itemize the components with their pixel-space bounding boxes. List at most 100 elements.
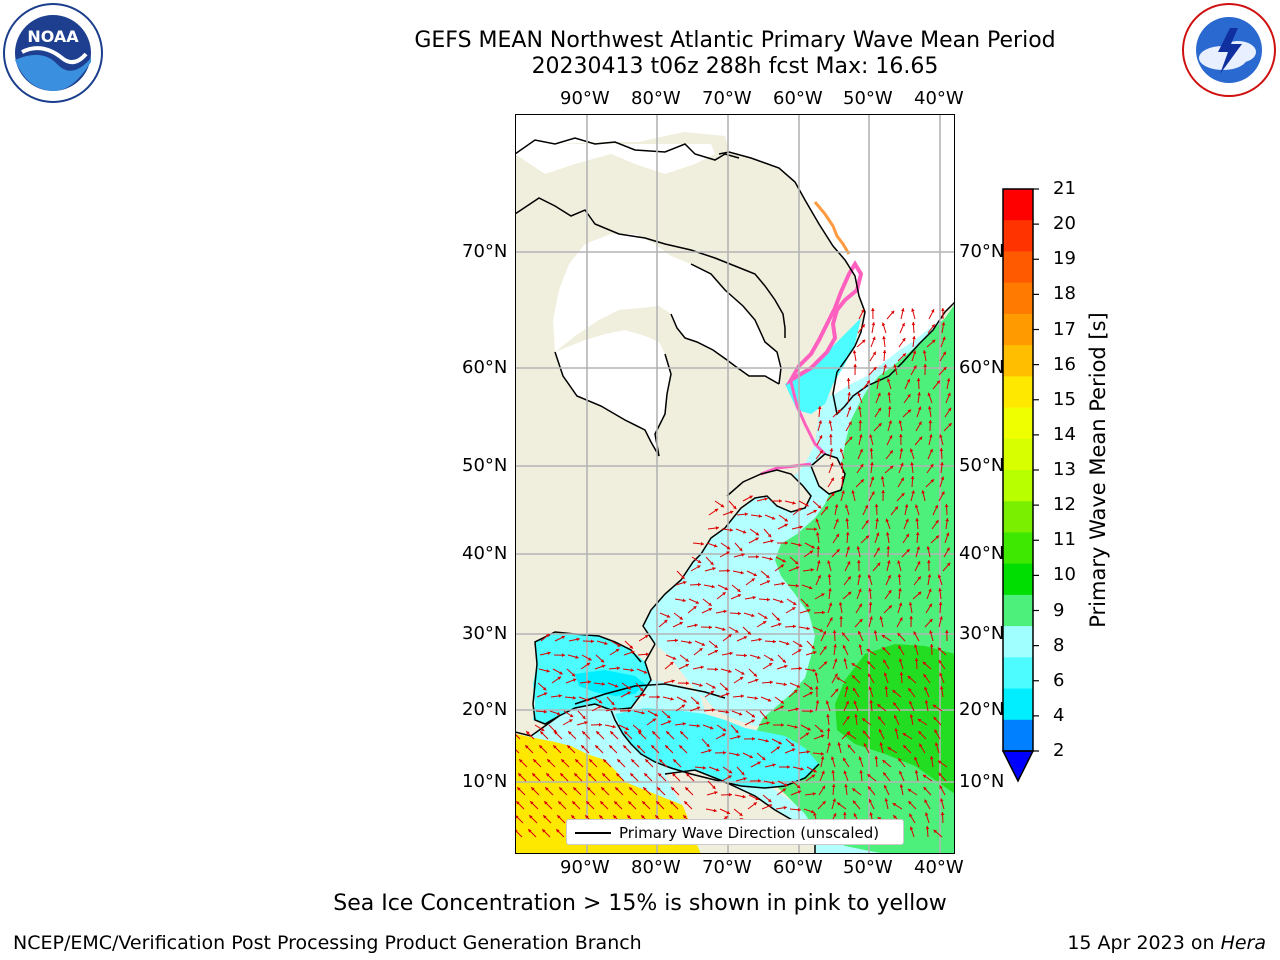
wave-arrow-head (712, 785, 716, 790)
wave-arrow-head (928, 588, 932, 593)
wave-arrow-head (553, 745, 557, 749)
wave-arrow-head (874, 504, 879, 508)
wave-arrow-head (709, 726, 714, 730)
colorbar-segment (1003, 688, 1033, 721)
wave-arrow-head (540, 727, 545, 731)
wave-arrow-head (798, 543, 802, 547)
wave-arrow-head (543, 709, 547, 714)
wave-arrow-head (571, 815, 575, 819)
wave-arrow-head (792, 501, 796, 505)
wave-arrow-head (696, 706, 701, 710)
wave-arrow-head (885, 518, 889, 523)
wave-arrow-head (813, 527, 817, 531)
colorbar-segment (1003, 313, 1033, 346)
wave-arrow-head (873, 630, 878, 634)
lat-tick-left-4: 30°N (462, 623, 508, 644)
wave-arrow-head (837, 802, 841, 806)
wave-arrow-head (645, 652, 649, 657)
wave-arrow-head (679, 616, 683, 620)
wave-arrow-head (877, 392, 881, 397)
wave-arrow-head (857, 406, 862, 410)
wave-arrow-head (819, 628, 824, 632)
wave-arrow-head (627, 815, 631, 819)
wave-arrow-head (733, 505, 737, 510)
wave-arrow-head (941, 491, 945, 495)
wave-arrow-head (561, 759, 565, 763)
wave-arrow-head (697, 559, 702, 563)
wave-arrow-head (598, 699, 603, 704)
wave-arrow-head (897, 574, 902, 578)
wave-arrow-head (893, 702, 897, 706)
wave-arrow-head (785, 541, 788, 545)
wave-arrow-head (888, 589, 892, 594)
wave-arrow-head (571, 673, 576, 677)
wave-arrow-head (722, 627, 726, 631)
wave-arrow-head (757, 655, 761, 660)
wave-arrow-head (797, 790, 802, 794)
wave-arrow-head (806, 626, 810, 631)
wave-arrow-head (883, 672, 888, 676)
wave-arrow-head (848, 436, 853, 441)
wave-arrow-head (706, 743, 710, 748)
wave-arrow-head (830, 477, 834, 482)
wave-arrow-head (672, 773, 676, 777)
wave-arrow-head (876, 378, 881, 382)
wave-arrow-head (643, 787, 647, 791)
wave-arrow-head (665, 745, 669, 749)
wave-arrow-head (831, 770, 835, 774)
colorbar-segment (1003, 501, 1033, 533)
wave-arrow-head (740, 570, 744, 575)
wave-arrow-head (821, 593, 825, 597)
wave-arrow-head (926, 546, 931, 550)
wave-arrow-head (938, 659, 942, 664)
wave-arrow-head (700, 665, 704, 670)
wave-arrow-head (595, 745, 599, 749)
wave-arrow-head (680, 731, 684, 735)
wave-arrow-head (701, 642, 706, 646)
wave-arrow-head (911, 308, 915, 312)
wave-arrow-head (897, 632, 901, 637)
wave-arrow-head (901, 492, 905, 497)
wave-arrow-head (674, 638, 678, 643)
wave-arrow-head (898, 645, 902, 649)
wave-arrow-head (795, 707, 799, 711)
wave-arrow-head (909, 700, 913, 705)
wave-arrow-head (800, 767, 804, 771)
wave-arrow-head (724, 816, 728, 820)
wave-arrow-head (857, 560, 861, 564)
wave-arrow-head (767, 533, 772, 538)
wave-arrow-head (723, 609, 727, 614)
wave-arrow-head (894, 506, 898, 510)
wave-arrow-head (914, 658, 919, 662)
wave-arrow-head (768, 663, 773, 667)
colorbar-segment (1003, 251, 1033, 284)
wave-arrow-head (898, 420, 903, 424)
wave-arrow-head (770, 539, 774, 543)
wave-arrow-head (933, 716, 937, 721)
wave-arrow-head (518, 773, 522, 777)
wave-arrow-head (844, 504, 849, 508)
wave-arrow-head (567, 745, 571, 749)
wave-arrow-head (531, 787, 535, 791)
wave-arrow-head (671, 679, 675, 683)
wave-arrow-head (869, 812, 873, 816)
wave-arrow-head (554, 731, 558, 735)
wave-arrow-head (780, 599, 784, 604)
wave-arrow-head (903, 745, 907, 749)
wave-arrow-head (628, 801, 632, 805)
wave-arrow-head (829, 448, 834, 452)
wave-arrow-head (582, 715, 586, 720)
wave-arrow-head (601, 682, 605, 686)
lon-tick-bottom-3: 60°W (773, 857, 823, 878)
wave-arrow-head (670, 697, 674, 701)
wave-arrow-head (590, 639, 594, 644)
wave-arrow-head (694, 623, 698, 628)
wave-arrow-head (601, 664, 606, 668)
wave-arrow-head (927, 560, 931, 564)
lon-tick-bottom-4: 50°W (843, 857, 893, 878)
wave-arrow-head (881, 322, 886, 326)
wave-arrow-head (765, 739, 769, 743)
wave-arrow-head (569, 719, 573, 723)
wave-arrow-head (684, 801, 688, 805)
colorbar-tick-label: 19 (1053, 248, 1076, 270)
